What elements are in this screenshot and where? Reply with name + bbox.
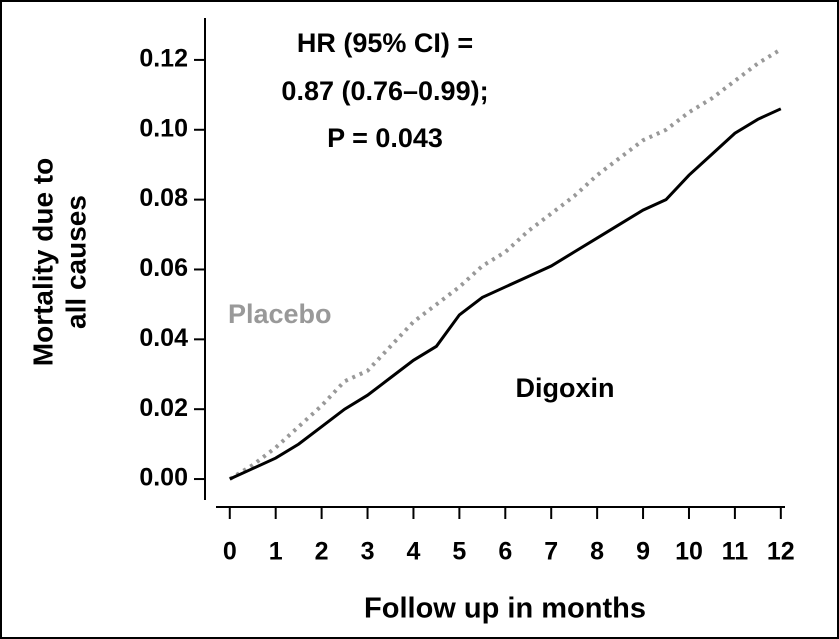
legend-label: Digoxin	[516, 373, 615, 403]
x-tick-label: 4	[407, 538, 421, 566]
legend-label: Placebo	[228, 299, 332, 329]
annotation: HR (95% CI) =	[297, 28, 473, 58]
x-tick-label: 1	[269, 538, 283, 566]
x-tick-label: 3	[361, 538, 375, 566]
x-tick-label: 8	[590, 538, 604, 566]
x-tick-label: 12	[767, 538, 795, 566]
x-tick-label: 5	[452, 538, 466, 566]
x-tick-label: 9	[636, 538, 650, 566]
x-tick-label: 10	[675, 538, 703, 566]
x-tick-label: 2	[315, 538, 329, 566]
x-axis-label: Follow up in months	[364, 593, 646, 625]
y-tick-label: 0.06	[139, 254, 188, 282]
y-tick-label: 0.04	[139, 324, 188, 352]
y-axis-label: all causes	[60, 195, 91, 329]
x-tick-label: 7	[544, 538, 558, 566]
y-axis-label: Mortality due to	[27, 158, 58, 366]
annotation: P = 0.043	[327, 123, 443, 153]
y-tick-label: 0.02	[139, 394, 188, 422]
x-tick-label: 0	[223, 538, 237, 566]
y-tick-label: 0.10	[139, 114, 188, 142]
y-tick-label: 0.12	[139, 45, 188, 73]
y-tick-label: 0.00	[139, 464, 188, 492]
x-tick-label: 6	[498, 538, 512, 566]
x-tick-label: 11	[722, 538, 749, 566]
series-line	[229, 107, 782, 481]
y-tick-label: 0.08	[139, 184, 188, 212]
annotation: 0.87 (0.76–0.99);	[281, 76, 488, 106]
